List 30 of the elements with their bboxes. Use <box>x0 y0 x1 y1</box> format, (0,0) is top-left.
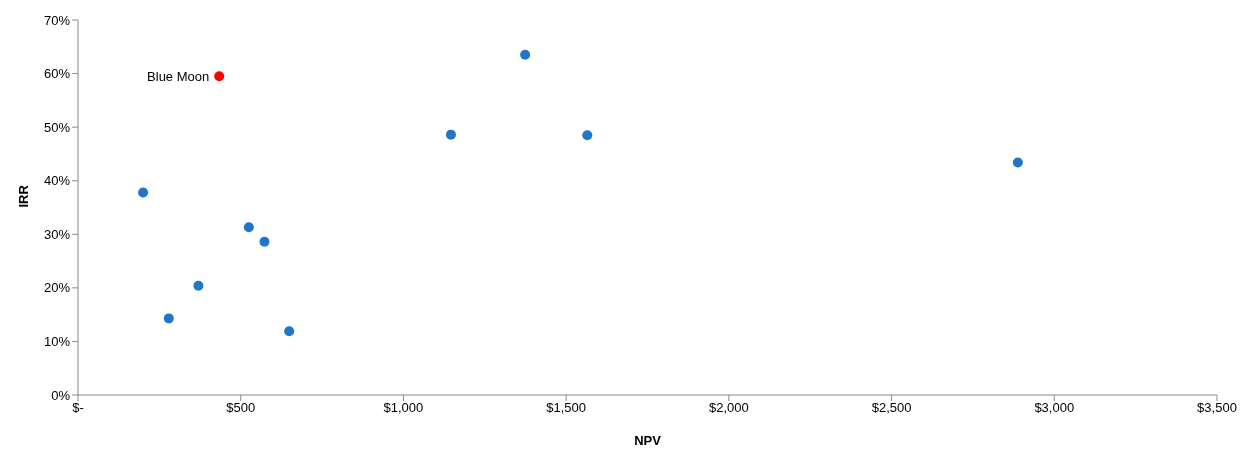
x-tick-label: $1,500 <box>546 400 587 416</box>
point <box>138 187 149 198</box>
point <box>163 313 174 324</box>
y-tick-label: 30% <box>43 226 71 242</box>
x-tick-label: $3,500 <box>1197 400 1237 416</box>
y-tick-label: 10% <box>43 334 71 350</box>
point <box>193 280 204 291</box>
annotation: Blue Moon <box>147 68 210 84</box>
point <box>520 49 531 60</box>
x-tick-label: $- <box>72 400 84 416</box>
x-tick-label: $500 <box>226 400 256 416</box>
point <box>214 71 225 82</box>
point <box>284 326 295 337</box>
x-tick-label: $1,000 <box>383 400 424 416</box>
y-tick-label: 0% <box>51 387 71 403</box>
y-tick-label: 40% <box>43 173 71 189</box>
y-tick-label: 70% <box>43 12 71 28</box>
x-tick-label: $2,500 <box>871 400 912 416</box>
point <box>445 129 456 140</box>
x-axis-title: NPV <box>634 433 662 448</box>
y-tick-label: 60% <box>43 66 71 82</box>
x-tick-label: $3,000 <box>1034 400 1075 416</box>
y-axis-title: IRR <box>15 184 31 208</box>
point <box>259 236 270 247</box>
y-tick-label: 20% <box>43 280 71 296</box>
point <box>1012 157 1023 168</box>
point <box>243 222 254 233</box>
x-tick-label: $2,000 <box>708 400 749 416</box>
y-tick-label: 50% <box>43 119 71 135</box>
point <box>582 130 593 141</box>
